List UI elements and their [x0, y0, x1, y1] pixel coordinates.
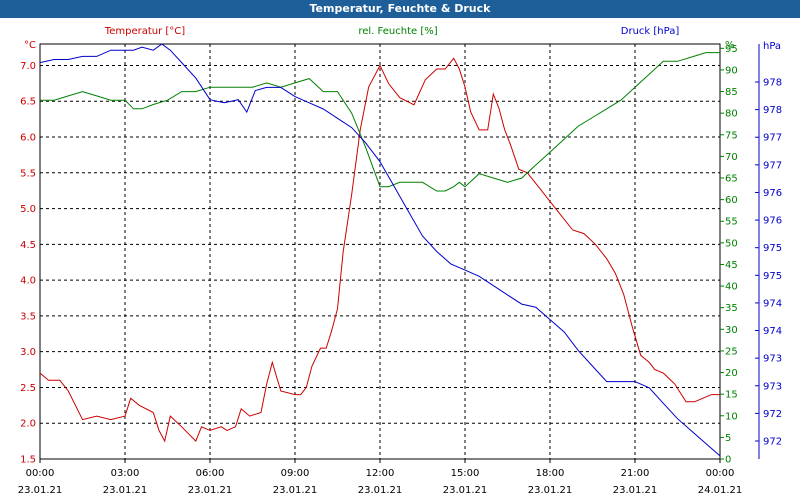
x-tick-label-date: 24.01.21: [698, 485, 743, 496]
pressure-tick-label: 977: [763, 133, 782, 144]
humidity-tick-label: 0: [725, 455, 731, 466]
humidity-tick-label: 85: [725, 87, 738, 98]
humidity-tick-label: 40: [725, 282, 738, 293]
x-tick-label-date: 23.01.21: [528, 485, 573, 496]
temperature-tick-label: 1.5: [20, 455, 36, 466]
pressure-tick-label: 973: [763, 354, 782, 365]
humidity-tick-label: 50: [725, 238, 738, 249]
x-tick-label-time: 06:00: [196, 468, 225, 479]
legend: Temperatur [°C] rel. Feuchte [%] Druck [hP…: [104, 26, 680, 37]
x-tick-label-date: 23.01.21: [273, 485, 318, 496]
temperature-tick-label: 7.0: [20, 61, 36, 72]
temperature-tick-label: 6.5: [20, 97, 36, 108]
x-tick-label-date: 23.01.21: [443, 485, 488, 496]
temperature-tick-label: 2.0: [20, 419, 36, 430]
pressure-unit: hPa: [763, 41, 781, 52]
humidity-tick-label: 5: [725, 433, 731, 444]
pressure-tick-label: 975: [763, 243, 782, 254]
pressure-tick-label: 972: [763, 437, 782, 448]
temperature-tick-label: 6.0: [20, 133, 36, 144]
humidity-tick-label: 20: [725, 368, 738, 379]
x-tick-label-date: 23.01.21: [188, 485, 233, 496]
pressure-tick-label: 977: [763, 160, 782, 171]
pressure-legend-label: Druck [hPa]: [621, 26, 680, 37]
line-chart: 1.5 2.0 2.5 3.0 3.5 4.0 4.5 5.0 5.5 6.0 6.5 7.0 °C 0…: [18, 26, 782, 496]
temperature-tick-label: 2.5: [20, 383, 36, 394]
temperature-tick-label: 3.0: [20, 347, 36, 358]
chart-title: Temperatur, Feuchte & Druck: [0, 0, 800, 18]
humidity-tick-label: 75: [725, 130, 738, 141]
pressure-axis: 972 972 973 973 974 974 975 975 976 976 977 977 978 9…: [755, 41, 782, 459]
humidity-unit: %: [725, 40, 735, 51]
pressure-tick-label: 974: [763, 298, 782, 309]
humidity-tick-label: 95: [725, 44, 738, 55]
x-tick-label-time: 15:00: [451, 468, 480, 479]
temperature-unit: °C: [24, 40, 36, 51]
x-tick-label-time: 21:00: [621, 468, 650, 479]
humidity-tick-label: 90: [725, 65, 738, 76]
pressure-tick-label: 973: [763, 381, 782, 392]
temperature-tick-label: 4.0: [20, 276, 36, 287]
humidity-tick-label: 55: [725, 217, 738, 228]
temperature-tick-label: 4.5: [20, 240, 36, 251]
pressure-series-line: [39, 43, 721, 457]
humidity-axis: 0 5 10 15 20 25 30 35 40 45 50 55 60 65 70 75 80 85 90 95%: [720, 40, 738, 466]
humidity-tick-label: 15: [725, 390, 738, 401]
pressure-tick-label: 976: [763, 216, 782, 227]
temperature-series-line: [39, 57, 720, 443]
temperature-tick-label: 5.0: [20, 204, 36, 215]
pressure-tick-label: 976: [763, 188, 782, 199]
humidity-tick-label: 45: [725, 260, 738, 271]
x-tick-label-date: 23.01.21: [613, 485, 658, 496]
grid: [40, 44, 720, 459]
pressure-tick-label: 974: [763, 326, 782, 337]
pressure-tick-label: 975: [763, 271, 782, 282]
pressure-tick-label: 972: [763, 409, 782, 420]
time-axis: 00:00 23.01.21 03:00 23.01.21 06:00 23.01.21 0…: [18, 459, 743, 496]
x-tick-label-time: 18:00: [536, 468, 565, 479]
x-tick-label-time: 00:00: [26, 468, 55, 479]
chart-area: 1.5 2.0 2.5 3.0 3.5 4.0 4.5 5.0 5.5 6.0 6.5 7.0 °C 0…: [0, 18, 800, 500]
temperature-legend-label: Temperatur [°C]: [104, 26, 185, 37]
temperature-tick-label: 3.5: [20, 311, 36, 322]
humidity-tick-label: 10: [725, 411, 738, 422]
humidity-series-line: [40, 52, 720, 192]
humidity-tick-label: 70: [725, 152, 738, 163]
x-tick-label-time: 00:00: [706, 468, 735, 479]
x-tick-label-time: 12:00: [366, 468, 395, 479]
humidity-tick-label: 30: [725, 325, 738, 336]
temperature-axis: 1.5 2.0 2.5 3.0 3.5 4.0 4.5 5.0 5.5 6.0 6.5 7.0 °C: [20, 40, 36, 466]
x-tick-label-date: 23.01.21: [358, 485, 403, 496]
x-tick-label-time: 03:00: [111, 468, 140, 479]
pressure-tick-label: 978: [763, 105, 782, 116]
series-layer: [39, 43, 721, 457]
temperature-tick-label: 5.5: [20, 168, 36, 179]
humidity-tick-label: 35: [725, 303, 738, 314]
humidity-tick-label: 65: [725, 174, 738, 185]
humidity-legend-label: rel. Feuchte [%]: [358, 26, 437, 37]
humidity-tick-label: 25: [725, 346, 738, 357]
x-tick-label-date: 23.01.21: [18, 485, 63, 496]
humidity-tick-label: 80: [725, 109, 738, 120]
pressure-tick-label: 978: [763, 78, 782, 89]
x-tick-label-date: 23.01.21: [103, 485, 148, 496]
humidity-tick-label: 60: [725, 195, 738, 206]
x-tick-label-time: 09:00: [281, 468, 310, 479]
